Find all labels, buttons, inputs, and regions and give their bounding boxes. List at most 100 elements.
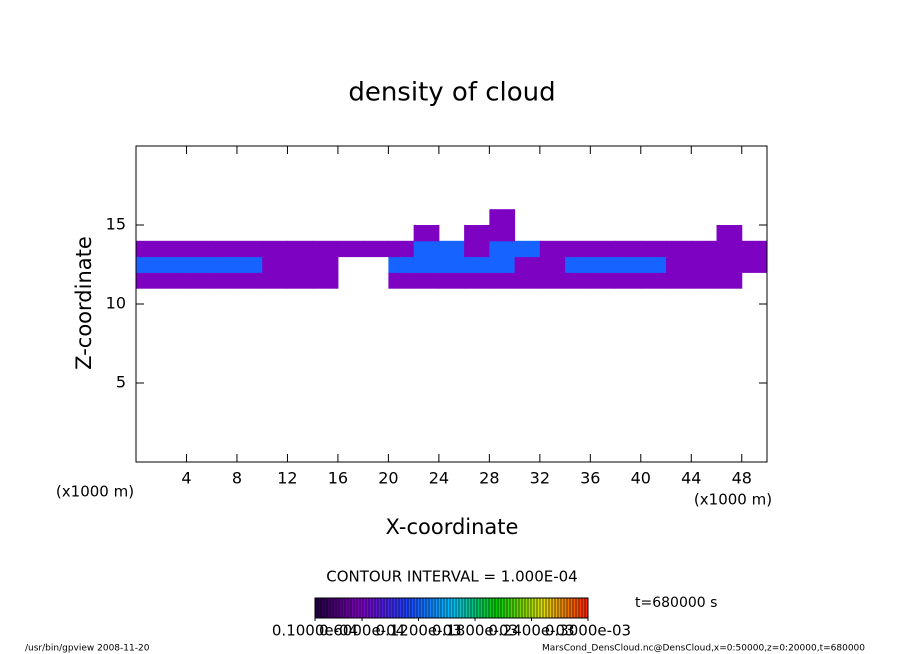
cloud-cell (716, 240, 743, 258)
cloud-cell (136, 272, 162, 289)
cloud-cell (615, 256, 642, 273)
x-tick-label: 36 (580, 469, 600, 488)
colorbar-tick-label: 0.2400e-03 (488, 622, 574, 640)
y-axis-label: Z-coordinate (72, 236, 96, 370)
x-unit: (x1000 m) (694, 491, 772, 509)
x-tick-label: 32 (530, 469, 550, 488)
cloud-cell (262, 240, 288, 258)
colorbar-tick-label: 0.6000e-04 (319, 622, 405, 640)
cloud-cell (539, 256, 566, 273)
cloud-cell (666, 256, 692, 273)
cloud-cell (363, 240, 389, 258)
cloud-cell (489, 272, 516, 289)
colorbar-tick-label: 0.1800e-03 (432, 622, 518, 640)
cloud-cell (565, 240, 591, 258)
cloud-cell (716, 225, 743, 242)
cloud-cell (388, 272, 415, 289)
cloud-cell (615, 240, 642, 258)
x-tick-label: 40 (631, 469, 651, 488)
cloud-cell (388, 256, 415, 273)
cloud-cell (236, 272, 263, 289)
x-tick-label: 48 (732, 469, 752, 488)
cloud-cell (287, 272, 314, 289)
y-tick-label: 15 (106, 215, 126, 234)
cloud-cell (413, 240, 440, 258)
cloud-cell (262, 272, 288, 289)
cloud-cell (741, 240, 768, 258)
cloud-cell (539, 240, 566, 258)
x-tick-label: 16 (328, 469, 348, 488)
cloud-cell (666, 272, 692, 289)
cloud-cell (211, 240, 238, 258)
cloud-cell (489, 240, 516, 258)
colorbar-tick-label: 0.3000e-03 (545, 622, 631, 640)
colorbar (314, 597, 589, 619)
cloud-cell (640, 272, 667, 289)
cloud-cell (337, 240, 364, 258)
cloud-cell (438, 256, 465, 273)
cloud-cell (640, 256, 667, 273)
cloud-cell (236, 256, 263, 273)
cloud-cell (590, 240, 617, 258)
cloud-cell (489, 256, 516, 273)
time-label: t=680000 s (635, 595, 717, 611)
x-tick-label: 8 (232, 469, 242, 488)
cloud-cell (666, 240, 692, 258)
footer-right: MarsCond_DensCloud.nc@DensCloud,x=0:5000… (542, 644, 865, 654)
cloud-cell (161, 240, 187, 258)
colorbar-tick-label: 0.1200e-03 (375, 622, 461, 640)
y-unit: (x1000 m) (56, 483, 134, 501)
cloud-cell (691, 240, 718, 258)
contour-interval: CONTOUR INTERVAL = 1.000E-04 (326, 568, 577, 586)
cloud-cell (388, 240, 415, 258)
cloud-cell (312, 240, 339, 258)
cloud-cell (262, 256, 288, 273)
cloud-cell (287, 256, 314, 273)
cloud-cell (489, 225, 516, 242)
cloud-cell (413, 272, 440, 289)
cloud-cell (741, 256, 768, 273)
cloud-cell (236, 240, 263, 258)
cloud-cell (413, 225, 440, 242)
cloud-cell (186, 272, 213, 289)
cloud-cell (186, 240, 213, 258)
cloud-cell (489, 209, 516, 226)
cloud-cell (691, 272, 718, 289)
cloud-cell (438, 272, 465, 289)
cloud-cell (464, 225, 490, 242)
x-tick-label: 24 (429, 469, 449, 488)
cloud-cell (716, 272, 743, 289)
cloud-cell (438, 240, 465, 258)
footer-left: /usr/bin/gpview 2008-11-20 (25, 644, 150, 654)
cloud-cell (565, 256, 591, 273)
cloud-cell (716, 256, 743, 273)
cloud-cell (161, 256, 187, 273)
chart-title: density of cloud (348, 78, 555, 108)
cloud-cell (615, 272, 642, 289)
cloud-cell (590, 256, 617, 273)
cloud-cell (287, 240, 314, 258)
cloud-cell (312, 256, 339, 273)
y-tick-label: 10 (106, 294, 126, 313)
cloud-cell (514, 256, 541, 273)
x-tick-label: 12 (277, 469, 297, 488)
x-tick-label: 28 (479, 469, 499, 488)
cloud-cell (539, 272, 566, 289)
cloud-cell (136, 240, 162, 258)
cloud-cell (186, 256, 213, 273)
cloud-cell (464, 240, 490, 258)
cloud-cell (640, 240, 667, 258)
x-tick-label: 44 (681, 469, 701, 488)
x-axis-label: X-coordinate (386, 515, 519, 539)
cloud-cell (691, 256, 718, 273)
cloud-cell (161, 272, 187, 289)
cloud-cell (514, 272, 541, 289)
cloud-cell (211, 272, 238, 289)
cloud-cell (565, 272, 591, 289)
cloud-cell (413, 256, 440, 273)
cloud-cell (136, 256, 162, 273)
cloud-cell (590, 272, 617, 289)
